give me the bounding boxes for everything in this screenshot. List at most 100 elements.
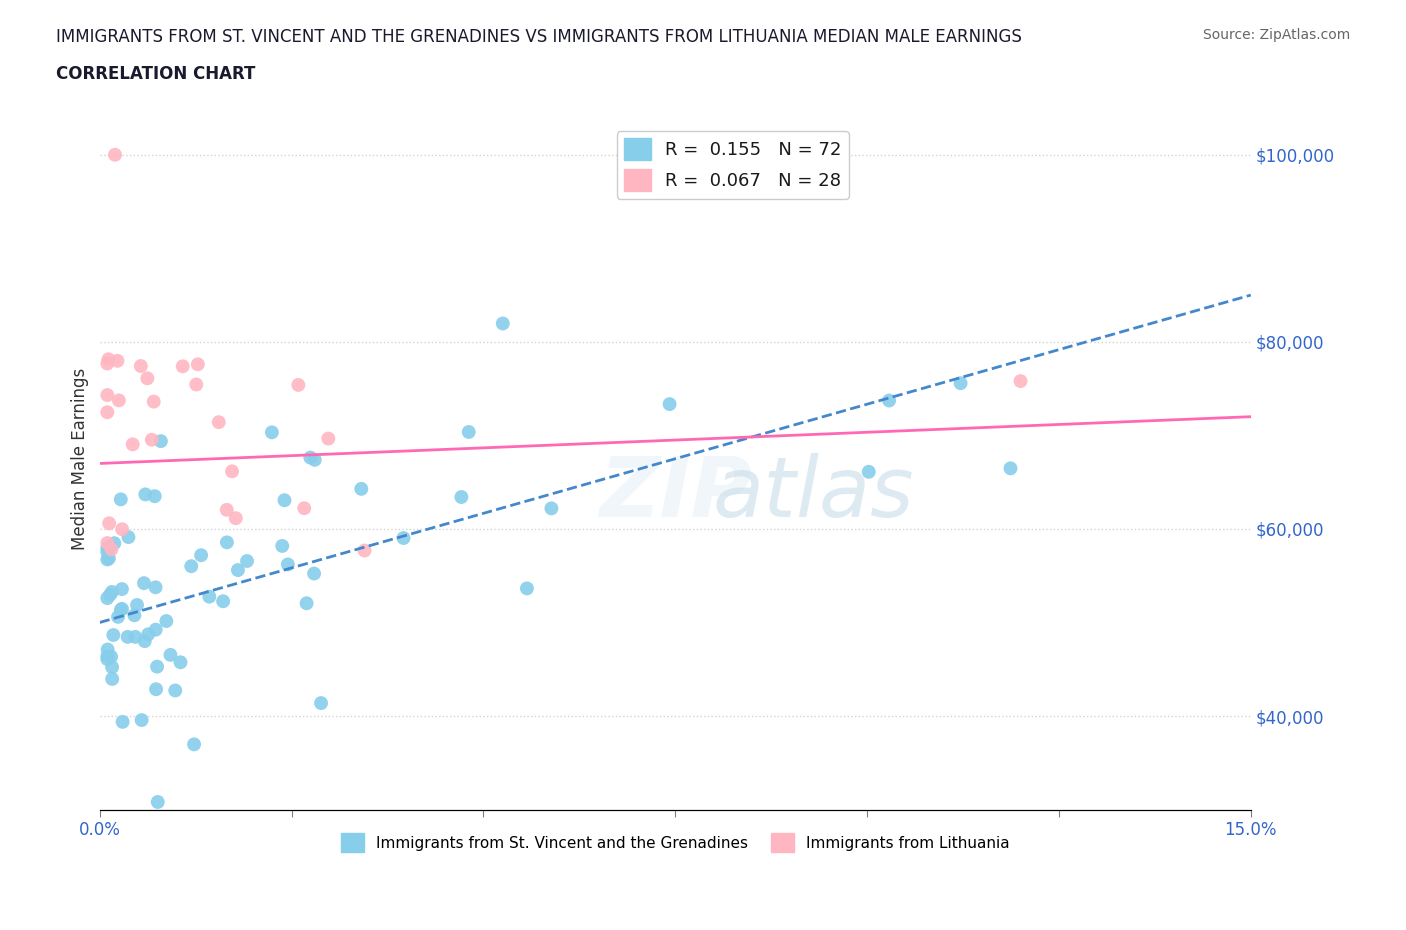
Point (96, 356, 118, 371)
Text: CORRELATION CHART: CORRELATION CHART (56, 65, 256, 83)
Point (309, 696, 332, 711)
Point (304, 452, 326, 467)
Point (236, 553, 259, 568)
Legend: Immigrants from St. Vincent and the Grenadines, Immigrants from Lithuania: Immigrants from St. Vincent and the Gren… (335, 827, 1015, 858)
Point (96, 652, 118, 667)
Point (221, 464, 243, 479)
Point (132, 576, 155, 591)
Point (96, 405, 118, 419)
Point (226, 563, 249, 578)
Point (187, 357, 209, 372)
Y-axis label: Median Male Earnings: Median Male Earnings (72, 367, 89, 550)
Point (190, 548, 212, 563)
Point (457, 424, 479, 439)
Point (108, 393, 131, 408)
Point (208, 415, 231, 430)
Point (492, 316, 515, 331)
Point (155, 614, 177, 629)
Point (149, 433, 172, 448)
Point (131, 712, 153, 727)
Point (145, 579, 167, 594)
Point (111, 522, 134, 537)
Point (141, 432, 163, 447)
Point (287, 378, 309, 392)
Point (392, 531, 415, 546)
Point (215, 502, 238, 517)
Point (172, 359, 194, 374)
Point (146, 794, 169, 809)
Point (103, 628, 125, 643)
Point (110, 603, 132, 618)
Point (101, 671, 124, 686)
Point (145, 682, 167, 697)
Point (134, 633, 156, 648)
Point (110, 492, 132, 507)
Point (96, 544, 118, 559)
Point (97, 551, 120, 565)
Point (271, 538, 294, 553)
Point (183, 737, 205, 751)
Point (1010, 374, 1032, 389)
Point (1000, 461, 1022, 476)
Point (101, 659, 124, 674)
Point (277, 557, 299, 572)
Point (97, 352, 120, 366)
Point (302, 566, 325, 581)
Point (103, 536, 125, 551)
Point (142, 394, 165, 409)
Point (516, 581, 538, 596)
Point (117, 630, 139, 644)
Point (159, 647, 181, 662)
Point (121, 437, 143, 452)
Point (111, 602, 134, 617)
Point (180, 559, 202, 574)
Point (186, 377, 208, 392)
Point (125, 598, 148, 613)
Point (96, 591, 118, 605)
Point (100, 542, 122, 557)
Point (299, 450, 322, 465)
Point (949, 376, 972, 391)
Point (96, 388, 118, 403)
Point (96, 540, 118, 555)
Point (107, 353, 129, 368)
Point (658, 397, 681, 412)
Point (98, 516, 121, 531)
Point (117, 530, 139, 545)
Point (98, 539, 121, 554)
Point (104, 147, 127, 162)
Point (273, 493, 295, 508)
Point (124, 630, 146, 644)
Point (169, 655, 191, 670)
Point (111, 714, 134, 729)
Point (295, 596, 318, 611)
Point (136, 627, 159, 642)
Point (97, 642, 120, 657)
Point (212, 594, 235, 609)
Point (260, 425, 283, 440)
Point (111, 581, 134, 596)
Point (198, 590, 221, 604)
Point (143, 489, 166, 504)
Point (145, 622, 167, 637)
Text: IMMIGRANTS FROM ST. VINCENT AND THE GRENADINES VS IMMIGRANTS FROM LITHUANIA MEDI: IMMIGRANTS FROM ST. VINCENT AND THE GREN… (56, 28, 1022, 46)
Point (318, 432, 340, 446)
Point (350, 482, 373, 497)
Point (353, 543, 375, 558)
Point (136, 371, 159, 386)
Point (215, 535, 238, 550)
Point (134, 487, 156, 502)
Point (165, 683, 187, 698)
Point (101, 584, 124, 599)
Text: atlas: atlas (713, 453, 914, 535)
Text: ZIP: ZIP (599, 453, 752, 535)
Point (225, 511, 247, 525)
Point (540, 501, 562, 516)
Point (96, 649, 118, 664)
Point (146, 659, 169, 674)
Point (96, 536, 118, 551)
Point (100, 649, 122, 664)
Point (96, 552, 118, 567)
Point (292, 500, 315, 515)
Point (107, 609, 129, 624)
